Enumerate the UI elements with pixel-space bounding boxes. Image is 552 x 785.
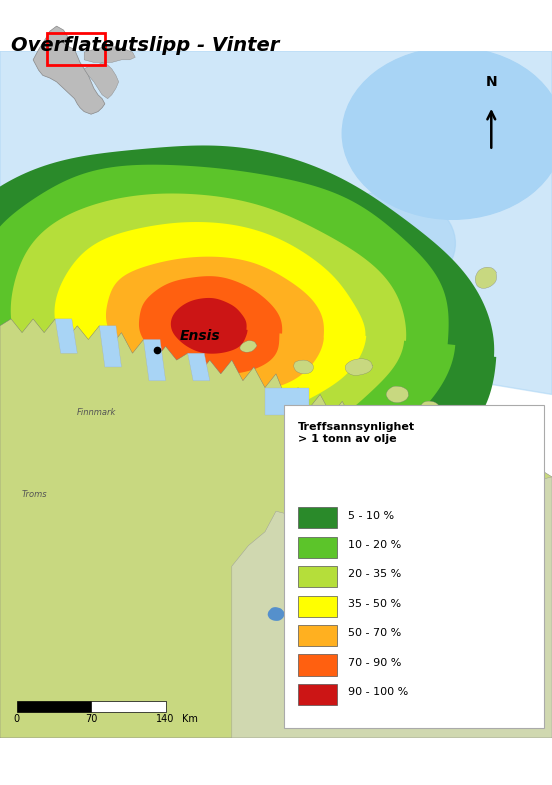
Bar [298, 684, 337, 705]
Polygon shape [106, 257, 324, 395]
Polygon shape [10, 193, 406, 444]
Bar [17, 702, 91, 713]
Text: Km: Km [182, 714, 198, 724]
Bar [298, 537, 337, 558]
Polygon shape [421, 401, 440, 415]
Polygon shape [295, 539, 312, 553]
Polygon shape [294, 360, 314, 374]
Polygon shape [433, 593, 450, 608]
Text: Ensis: Ensis [179, 328, 220, 342]
Text: 70: 70 [85, 714, 97, 724]
Text: Troms: Troms [22, 491, 47, 499]
Polygon shape [0, 145, 496, 513]
Ellipse shape [317, 192, 455, 295]
Text: 90 - 100 %: 90 - 100 % [348, 687, 408, 697]
Text: Overflateutslipp - Vinter: Overflateutslipp - Vinter [11, 36, 279, 55]
Polygon shape [55, 319, 77, 353]
Text: N: N [485, 75, 497, 89]
Bar [298, 507, 337, 528]
Polygon shape [459, 627, 479, 642]
Text: 70 - 90 %: 70 - 90 % [348, 658, 401, 668]
Polygon shape [461, 410, 477, 421]
Polygon shape [139, 276, 282, 374]
Polygon shape [144, 339, 166, 381]
FancyBboxPatch shape [284, 405, 544, 728]
Ellipse shape [342, 48, 552, 219]
Text: 50 - 70 %: 50 - 70 % [348, 628, 401, 638]
Polygon shape [319, 576, 344, 597]
Text: 5 - 10 %: 5 - 10 % [348, 510, 394, 520]
Polygon shape [386, 386, 408, 403]
Polygon shape [240, 341, 257, 352]
Text: Finnmark: Finnmark [77, 408, 116, 417]
Bar [91, 702, 166, 713]
Polygon shape [332, 626, 352, 643]
Polygon shape [171, 298, 248, 354]
Polygon shape [33, 26, 105, 114]
Polygon shape [55, 222, 367, 416]
Polygon shape [345, 359, 373, 375]
Polygon shape [99, 326, 121, 367]
Polygon shape [375, 605, 399, 623]
Text: 35 - 50 %: 35 - 50 % [348, 599, 401, 609]
Polygon shape [0, 165, 455, 469]
Text: Treffsannsynlighet
> 1 tonn av olje: Treffsannsynlighet > 1 tonn av olje [298, 422, 415, 444]
Polygon shape [265, 388, 309, 415]
Polygon shape [475, 267, 497, 288]
Bar [298, 596, 337, 617]
Bar [298, 655, 337, 676]
Polygon shape [489, 539, 505, 552]
Polygon shape [232, 476, 552, 738]
Text: 0: 0 [13, 714, 20, 724]
Polygon shape [0, 51, 552, 394]
Polygon shape [188, 353, 210, 381]
Polygon shape [0, 319, 552, 738]
Polygon shape [268, 607, 285, 621]
Text: 20 - 35 %: 20 - 35 % [348, 569, 401, 579]
Bar [298, 625, 337, 646]
Text: 140: 140 [156, 714, 175, 724]
Polygon shape [348, 660, 370, 678]
Bar [47, 33, 105, 65]
Polygon shape [84, 62, 119, 99]
Bar [298, 566, 337, 587]
Polygon shape [404, 557, 424, 574]
Text: 10 - 20 %: 10 - 20 % [348, 540, 401, 550]
Polygon shape [84, 47, 135, 62]
